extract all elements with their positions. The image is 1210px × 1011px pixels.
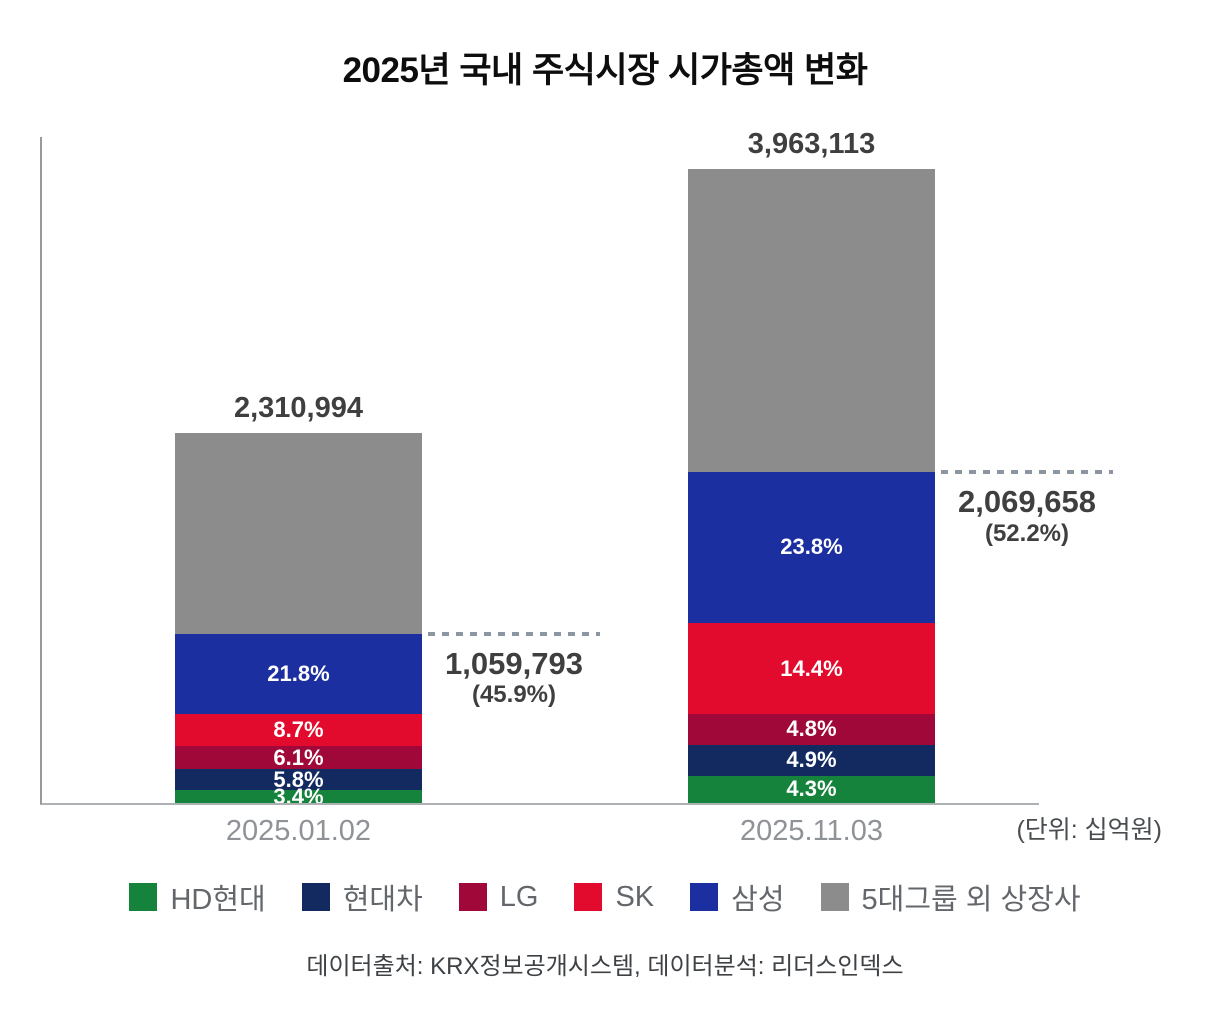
segment-삼성: 21.8% — [175, 633, 422, 715]
group-total-value: 1,059,793 — [445, 645, 583, 681]
x-axis-label-2025.01.02: 2025.01.02 — [225, 815, 372, 847]
bar-total-label: 2,310,994 — [233, 392, 363, 425]
legend-swatch-icon — [820, 883, 849, 911]
legend-swatch-icon — [574, 883, 603, 911]
stacked-bar-2025.11.03: 23.8% 14.4% 4.8% 4.9% 4.3% — [688, 169, 935, 803]
x-axis-label-2025.11.03: 2025.11.03 — [740, 815, 883, 847]
segment-others — [175, 433, 422, 634]
legend-item-LG: LG — [458, 880, 539, 914]
legend-item-현대차: 현대차 — [301, 876, 423, 918]
group-total-percent: (52.2%) — [984, 519, 1070, 547]
segment-SK: 14.4% — [688, 622, 935, 715]
legend-item-삼성: 삼성 — [690, 876, 785, 918]
segment-pct-label: 6.1% — [273, 744, 324, 770]
legend-item-5대그룹 외 상장사: 5대그룹 외 상장사 — [820, 876, 1081, 918]
group-total-annotation: 2,069,658 (52.2%) — [912, 484, 1142, 547]
group-total-annotation: 1,059,793 (45.9%) — [399, 646, 629, 709]
segment-pct-label: 21.8% — [267, 660, 330, 686]
unit-note: (단위: 십억원) — [1016, 816, 1162, 844]
segment-LG: 6.1% — [175, 746, 422, 769]
group-total-dotted-line — [941, 470, 1113, 475]
segment-others — [688, 169, 935, 473]
segment-현대차: 4.9% — [688, 744, 935, 776]
segment-pct-label: 4.8% — [786, 716, 837, 742]
stacked-bar-2025.01.02: 21.8% 8.7% 6.1% 5.8% 3.4% — [175, 433, 422, 803]
legend-label: 5대그룹 외 상장사 — [861, 884, 1081, 916]
legend-label: 삼성 — [731, 884, 785, 916]
group-total-percent: (45.9%) — [471, 681, 557, 709]
segment-HD현대: 3.4% — [175, 785, 422, 803]
legend: HD현대 현대차 LG SK 삼성 5대그룹 외 상장사 — [0, 876, 1210, 918]
legend-item-HD현대: HD현대 — [129, 876, 266, 918]
legend-item-SK: SK — [574, 881, 654, 914]
legend-swatch-icon — [458, 883, 487, 911]
segment-pct-label: 23.8% — [780, 534, 843, 560]
segment-삼성: 23.8% — [688, 472, 935, 623]
legend-swatch-icon — [301, 883, 330, 911]
segment-pct-label: 3.4% — [273, 783, 324, 803]
bar-total-label: 3,963,113 — [747, 128, 876, 160]
legend-swatch-icon — [129, 883, 158, 911]
chart-title: 2025년 국내 주식시장 시가총액 변화 — [342, 51, 868, 90]
segment-pct-label: 4.9% — [786, 747, 837, 773]
segment-pct-label: 5.8% — [273, 766, 324, 792]
segment-LG: 4.8% — [688, 714, 935, 745]
legend-swatch-icon — [690, 883, 719, 911]
legend-label: LG — [499, 880, 539, 913]
segment-pct-label: 4.3% — [786, 776, 837, 802]
segment-pct-label: 14.4% — [780, 655, 843, 681]
plot-area: 21.8% 8.7% 6.1% 5.8% 3.4% 2,310,994 1,059,793(… — [40, 128, 1113, 847]
segment-SK: 8.7% — [175, 714, 422, 747]
group-total-value: 2,069,658 — [958, 484, 1096, 520]
legend-label: 현대차 — [342, 884, 423, 916]
segment-pct-label: 8.7% — [273, 717, 324, 743]
group-total-dotted-line — [428, 631, 600, 636]
legend-label: SK — [615, 880, 655, 913]
legend-label: HD현대 — [170, 884, 266, 916]
segment-현대차: 5.8% — [175, 766, 422, 792]
data-source-note: 데이터출처: KRX정보공개시스템, 데이터분석: 리더스인덱스 — [306, 953, 904, 980]
segment-HD현대: 4.3% — [688, 775, 935, 803]
